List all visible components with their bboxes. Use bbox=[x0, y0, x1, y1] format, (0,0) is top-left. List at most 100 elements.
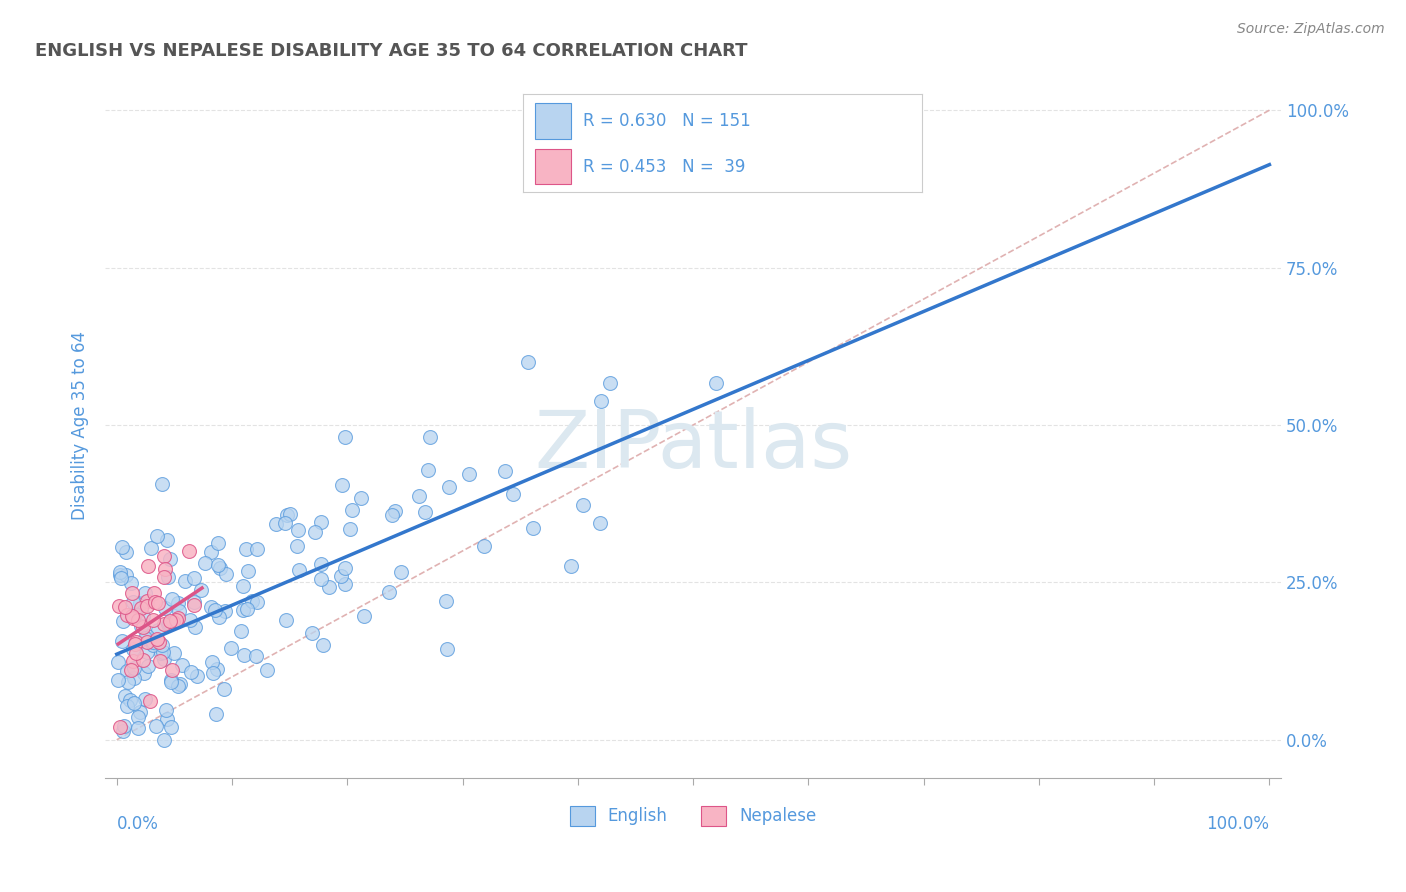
Point bbox=[124, 607, 146, 621]
Point bbox=[134, 631, 156, 645]
Point bbox=[304, 525, 326, 540]
Point bbox=[434, 594, 457, 608]
Point bbox=[214, 604, 236, 618]
Text: 100.0%: 100.0% bbox=[1206, 815, 1270, 833]
Point bbox=[184, 619, 207, 633]
Point bbox=[121, 595, 143, 609]
Point bbox=[146, 632, 169, 646]
Point bbox=[418, 463, 440, 477]
Point bbox=[121, 586, 143, 600]
Point bbox=[122, 671, 145, 685]
Point bbox=[149, 646, 172, 660]
Point bbox=[208, 610, 231, 624]
Point bbox=[124, 636, 146, 650]
Point bbox=[117, 699, 139, 714]
Point bbox=[204, 603, 226, 617]
Point bbox=[704, 376, 727, 390]
Point bbox=[124, 697, 146, 711]
Point bbox=[125, 646, 148, 660]
Point bbox=[129, 596, 152, 610]
Point bbox=[200, 599, 222, 614]
Point bbox=[311, 572, 333, 586]
Point bbox=[121, 642, 143, 657]
Point bbox=[155, 703, 177, 717]
Point bbox=[413, 505, 436, 519]
Text: Source: ZipAtlas.com: Source: ZipAtlas.com bbox=[1237, 22, 1385, 37]
Point bbox=[149, 654, 172, 668]
Point bbox=[136, 645, 159, 659]
Point bbox=[264, 516, 287, 531]
Point bbox=[312, 638, 335, 652]
Point bbox=[107, 599, 129, 614]
Point bbox=[155, 561, 177, 575]
Y-axis label: Disability Age 35 to 64: Disability Age 35 to 64 bbox=[72, 331, 89, 519]
Point bbox=[129, 619, 152, 633]
Point bbox=[335, 577, 357, 591]
Point bbox=[389, 565, 412, 579]
Point bbox=[156, 712, 179, 726]
Point bbox=[170, 657, 193, 672]
Point bbox=[276, 508, 298, 522]
Point bbox=[143, 586, 166, 600]
Point bbox=[384, 503, 406, 517]
Point bbox=[207, 558, 229, 572]
Point bbox=[173, 574, 195, 588]
Point bbox=[200, 545, 222, 559]
Point bbox=[152, 570, 174, 584]
Point bbox=[141, 634, 163, 648]
Point bbox=[124, 661, 146, 675]
Point bbox=[136, 558, 159, 573]
Point bbox=[148, 635, 170, 649]
Point bbox=[162, 592, 184, 607]
Point bbox=[139, 694, 162, 708]
Point bbox=[236, 602, 259, 616]
Point bbox=[108, 567, 131, 582]
Point bbox=[160, 673, 183, 687]
Point bbox=[166, 596, 188, 610]
Point bbox=[207, 536, 229, 550]
Point bbox=[160, 674, 183, 689]
Point bbox=[419, 430, 441, 444]
Point bbox=[146, 624, 169, 638]
Point bbox=[190, 582, 212, 597]
Point bbox=[318, 581, 340, 595]
Point bbox=[139, 632, 162, 646]
Point bbox=[114, 545, 136, 559]
Point bbox=[121, 611, 143, 625]
Point bbox=[522, 521, 544, 535]
Point bbox=[131, 609, 153, 624]
Point bbox=[246, 541, 269, 556]
Point bbox=[330, 478, 353, 492]
Point bbox=[121, 654, 143, 668]
Point bbox=[134, 692, 156, 706]
Point bbox=[112, 615, 135, 629]
Point bbox=[143, 595, 166, 609]
Point bbox=[256, 663, 278, 677]
Point bbox=[339, 522, 361, 536]
Point bbox=[235, 542, 257, 557]
Point bbox=[112, 723, 135, 738]
Point bbox=[135, 629, 157, 643]
Point bbox=[150, 638, 173, 652]
Point bbox=[166, 611, 188, 625]
Point bbox=[599, 376, 621, 390]
Point bbox=[219, 641, 242, 656]
Point bbox=[157, 616, 180, 631]
Point bbox=[329, 569, 352, 583]
Point bbox=[110, 566, 132, 580]
Point bbox=[560, 559, 582, 574]
Point bbox=[472, 539, 495, 553]
Legend: English, Nepalese: English, Nepalese bbox=[562, 799, 824, 833]
Point bbox=[110, 720, 132, 734]
Point bbox=[205, 663, 228, 677]
Point bbox=[134, 586, 156, 600]
Point bbox=[167, 679, 190, 693]
Point bbox=[204, 707, 226, 722]
Point bbox=[114, 599, 136, 614]
Point bbox=[494, 464, 516, 478]
Point bbox=[183, 571, 205, 585]
Point bbox=[153, 549, 176, 563]
Point bbox=[107, 673, 129, 688]
Point bbox=[215, 566, 238, 581]
Point bbox=[232, 579, 254, 593]
